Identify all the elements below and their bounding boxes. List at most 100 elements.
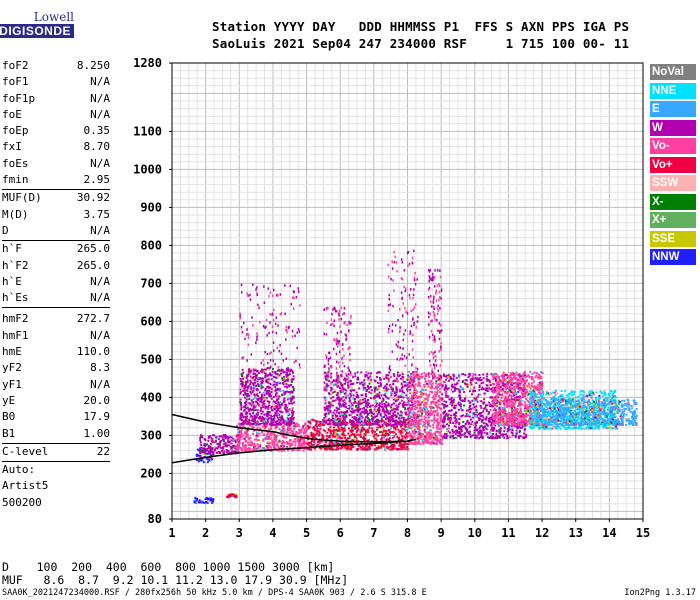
echo-point <box>222 446 225 449</box>
echo-point <box>245 448 248 451</box>
echo-point <box>464 395 467 398</box>
echo-point <box>444 375 447 378</box>
echo-point <box>521 399 524 402</box>
echo-point <box>252 426 255 429</box>
echo-point <box>407 396 410 399</box>
echo-point <box>323 419 326 422</box>
echo-point <box>393 407 396 410</box>
echo-point <box>296 438 299 440</box>
echo-point <box>287 423 290 426</box>
echo-point <box>480 420 483 423</box>
param-value: 272.7 <box>76 312 110 326</box>
echo-point <box>261 403 264 406</box>
echo-point <box>340 404 343 407</box>
echo-point <box>277 418 280 421</box>
echo-point <box>379 383 382 386</box>
echo-point <box>234 440 237 443</box>
echo-point <box>400 419 402 421</box>
echo-point <box>378 394 381 397</box>
echo-point <box>380 434 383 437</box>
echo-point <box>468 372 471 375</box>
echo-point <box>391 446 394 449</box>
echo-point <box>216 447 219 450</box>
echo-point <box>222 443 225 446</box>
echo-point <box>482 381 485 384</box>
echo-point <box>385 386 388 389</box>
echo-point <box>471 375 474 378</box>
echo-point <box>290 417 293 420</box>
echo-point <box>271 370 274 373</box>
param-name: MUF(D) <box>2 191 42 205</box>
echo-point <box>383 433 386 436</box>
echo-point <box>402 406 405 408</box>
echo-point <box>242 394 245 396</box>
echo-point <box>241 385 244 388</box>
echo-point <box>420 391 423 394</box>
echo-point <box>480 406 483 409</box>
echo-point <box>414 393 416 395</box>
echo-point <box>294 423 297 426</box>
echo-point <box>519 386 522 389</box>
echo-point <box>429 390 432 393</box>
echo-point <box>376 376 379 378</box>
echo-point <box>336 392 339 394</box>
echo-point <box>509 419 512 422</box>
echo-point <box>388 437 391 440</box>
echo-point <box>248 418 251 421</box>
echo-point <box>413 430 415 433</box>
echo-point <box>406 446 409 448</box>
echo-point <box>356 448 359 451</box>
echo-point <box>246 441 249 444</box>
echo-point <box>407 425 410 428</box>
echo-point <box>475 424 477 427</box>
echo-point <box>289 439 292 442</box>
echo-point <box>342 388 344 391</box>
param-name: hmF2 <box>2 312 29 326</box>
echo-point <box>305 448 308 451</box>
echo-point <box>384 395 387 398</box>
echo-point <box>324 430 327 433</box>
echo-point <box>401 373 404 376</box>
echo-point <box>256 423 259 426</box>
echo-point <box>244 413 247 415</box>
echo-point <box>453 431 456 434</box>
echo-point <box>292 422 295 425</box>
echo-point <box>460 388 462 391</box>
echo-point <box>382 443 385 446</box>
echo-point <box>453 398 455 401</box>
echo-point <box>288 397 291 400</box>
echo-point <box>360 420 363 423</box>
echo-point <box>259 400 262 403</box>
echo-point <box>391 409 394 412</box>
echo-point <box>243 408 246 411</box>
echo-point <box>329 403 332 406</box>
param-value: 8.250 <box>76 59 110 72</box>
echo-point <box>401 427 404 430</box>
echo-point <box>279 419 282 422</box>
echo-point <box>257 383 259 386</box>
echo-point <box>454 423 457 426</box>
echo-point <box>468 408 471 411</box>
echo-point <box>511 410 514 413</box>
echo-point <box>242 425 245 428</box>
echo-point <box>288 440 291 443</box>
echo-point <box>392 412 395 415</box>
echo-point <box>428 431 431 434</box>
echo-point <box>255 448 257 451</box>
echo-point <box>244 402 246 404</box>
echo-point <box>210 450 213 453</box>
echo-point <box>272 416 274 419</box>
echo-point <box>280 442 283 445</box>
echo-point <box>391 436 394 439</box>
echo-point <box>298 442 300 445</box>
echo-point <box>447 395 450 398</box>
echo-point <box>312 433 315 436</box>
echo-point <box>278 428 281 431</box>
echo-point <box>252 417 255 420</box>
echo-point <box>394 400 397 403</box>
echo-point <box>242 415 245 418</box>
echo-point <box>502 435 505 437</box>
echo-point <box>256 392 259 395</box>
echo-point <box>365 416 368 419</box>
echo-point <box>271 409 273 411</box>
